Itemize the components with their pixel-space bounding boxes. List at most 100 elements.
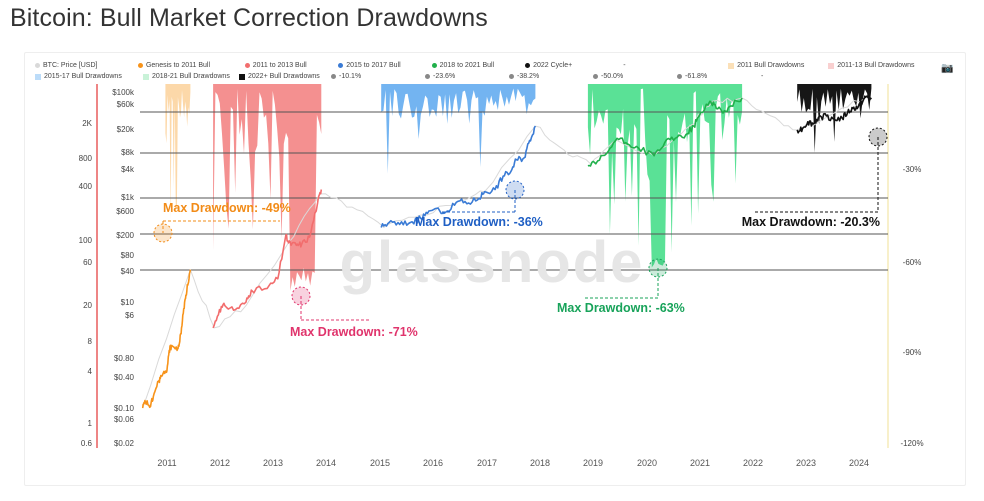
y-tick-label: $200 — [116, 231, 134, 240]
legend-label: BTC: Price [USD] — [43, 62, 98, 69]
y-tick-label: $1k — [121, 193, 135, 202]
legend-label: 2022 Cycle+ — [533, 62, 573, 69]
chart-legend: BTC: Price [USD] Genesis to 2011 Bull 2011… — [35, 60, 935, 82]
legend-label: - — [623, 62, 626, 69]
max-drawdown-label: Max Drawdown: -71% — [290, 325, 418, 339]
y-tick-label: $10 — [121, 298, 135, 307]
y-tick-label: 8 — [88, 337, 93, 346]
series-line — [796, 95, 872, 134]
legend-swatch — [431, 63, 437, 68]
legend-item[interactable]: 2018 to 2021 Bull — [431, 62, 525, 69]
legend-item[interactable]: -38.2% — [509, 73, 593, 80]
y-tick-label: $600 — [116, 207, 134, 216]
y-tick-label: 100 — [79, 236, 93, 245]
legend-label: -10.1% — [339, 73, 362, 80]
x-tick-label: 2018 — [530, 458, 550, 468]
legend-row-1: BTC: Price [USD] Genesis to 2011 Bull 2011… — [35, 60, 935, 71]
y-tick-label: $0.06 — [114, 415, 135, 424]
y-tick-label: $0.02 — [114, 439, 135, 448]
legend-item[interactable]: Genesis to 2011 Bull — [137, 62, 245, 69]
y-tick-label: $0.10 — [114, 404, 135, 413]
y-right-tick-label: -60% — [903, 258, 922, 267]
legend-label: 2015-17 Bull Drawdowns — [44, 73, 122, 80]
y-tick-label: $4k — [121, 165, 135, 174]
x-tick-label: 2014 — [316, 458, 336, 468]
y-tick-label: $80 — [121, 251, 135, 260]
y-tick-label: $100k — [112, 88, 135, 97]
x-tick-label: 2023 — [796, 458, 816, 468]
legend-label: 2015 to 2017 Bull — [346, 62, 401, 69]
series-line — [212, 189, 323, 329]
x-tick-label: 2020 — [637, 458, 657, 468]
series-line — [141, 269, 192, 409]
series-line — [587, 97, 743, 167]
page-title: Bitcoin: Bull Market Correction Drawdown… — [10, 4, 488, 32]
legend-label: - — [761, 73, 764, 80]
x-tick-label: 2019 — [583, 458, 603, 468]
x-tick-label: 2013 — [263, 458, 283, 468]
x-tick-label: 2021 — [690, 458, 710, 468]
legend-swatch — [143, 73, 149, 80]
y-tick-label: 4 — [88, 367, 93, 376]
y-tick-label: $60k — [117, 100, 135, 109]
legend-swatch — [244, 63, 250, 68]
drawdown-marker — [291, 286, 311, 306]
chart-frame — [24, 52, 966, 486]
legend-row-2: 2015-17 Bull Drawdowns 2018-21 Bull Drawd… — [35, 71, 935, 82]
x-tick-label: 2022 — [743, 458, 763, 468]
series-layer — [141, 95, 872, 409]
y-tick-label: $0.40 — [114, 373, 135, 382]
legend-item[interactable]: - — [623, 62, 728, 69]
legend-label: 2018 to 2021 Bull — [439, 62, 495, 69]
max-drawdown-label: Max Drawdown: -63% — [557, 301, 685, 315]
legend-item[interactable]: 2011 to 2013 Bull — [244, 62, 338, 69]
legend-item[interactable]: 2018-21 Bull Drawdowns — [143, 73, 239, 80]
legend-label: -38.2% — [517, 73, 540, 80]
legend-label: Genesis to 2011 Bull — [145, 62, 211, 69]
drawdown-area — [587, 84, 743, 268]
y-tick-label: $0.80 — [114, 354, 135, 363]
legend-swatch — [35, 63, 40, 68]
legend-item[interactable]: 2015-17 Bull Drawdowns — [35, 73, 143, 80]
legend-label: -50.0% — [601, 73, 624, 80]
legend-swatch — [239, 73, 245, 80]
y-right-tick-label: -90% — [903, 348, 922, 357]
series-line — [380, 125, 537, 228]
legend-swatch — [331, 74, 336, 79]
legend-swatch — [677, 74, 682, 79]
y-tick-label: $20k — [117, 125, 135, 134]
legend-item[interactable]: 2015 to 2017 Bull — [338, 62, 431, 69]
y-tick-label: $8k — [121, 148, 135, 157]
x-tick-label: 2024 — [849, 458, 869, 468]
legend-swatch — [828, 62, 835, 69]
y-right-tick-label: -120% — [900, 439, 923, 448]
drawdown-marker — [153, 223, 173, 243]
x-tick-label: 2016 — [423, 458, 443, 468]
legend-item[interactable]: 2011 Bull Drawdowns — [728, 62, 828, 69]
y-right-tick-label: -30% — [903, 165, 922, 174]
y-tick-label: 20 — [83, 301, 92, 310]
legend-item[interactable]: 2022 Cycle+ — [525, 62, 623, 69]
legend-item[interactable]: -10.1% — [331, 73, 425, 80]
legend-item[interactable]: -50.0% — [593, 73, 677, 80]
legend-item[interactable]: 2022+ Bull Drawdowns — [239, 73, 331, 80]
legend-item[interactable]: - — [761, 73, 845, 80]
x-tick-label: 2015 — [370, 458, 390, 468]
legend-swatch — [509, 74, 514, 79]
legend-swatch — [593, 74, 598, 79]
x-tick-label: 2011 — [157, 458, 176, 468]
legend-label: 2022+ Bull Drawdowns — [248, 73, 320, 80]
legend-label: 2018-21 Bull Drawdowns — [152, 73, 230, 80]
legend-item[interactable]: BTC: Price [USD] — [35, 62, 138, 69]
annotation-layer: Max Drawdown: -49% Max Drawdown: -71% Max … — [153, 127, 888, 339]
y-tick-label: 800 — [79, 154, 93, 163]
max-drawdown-label: Max Drawdown: -36% — [415, 215, 543, 229]
camera-icon[interactable]: 📷 — [941, 63, 954, 74]
legend-item[interactable]: -23.6% — [425, 73, 509, 80]
x-tick-label: 2017 — [477, 458, 497, 468]
legend-item[interactable]: 2011-13 Bull Drawdowns — [828, 62, 935, 69]
legend-item[interactable]: -61.8% — [677, 73, 761, 80]
y-tick-label: $40 — [121, 267, 135, 276]
legend-swatch — [35, 73, 41, 80]
watermark: glassnode — [340, 230, 645, 295]
